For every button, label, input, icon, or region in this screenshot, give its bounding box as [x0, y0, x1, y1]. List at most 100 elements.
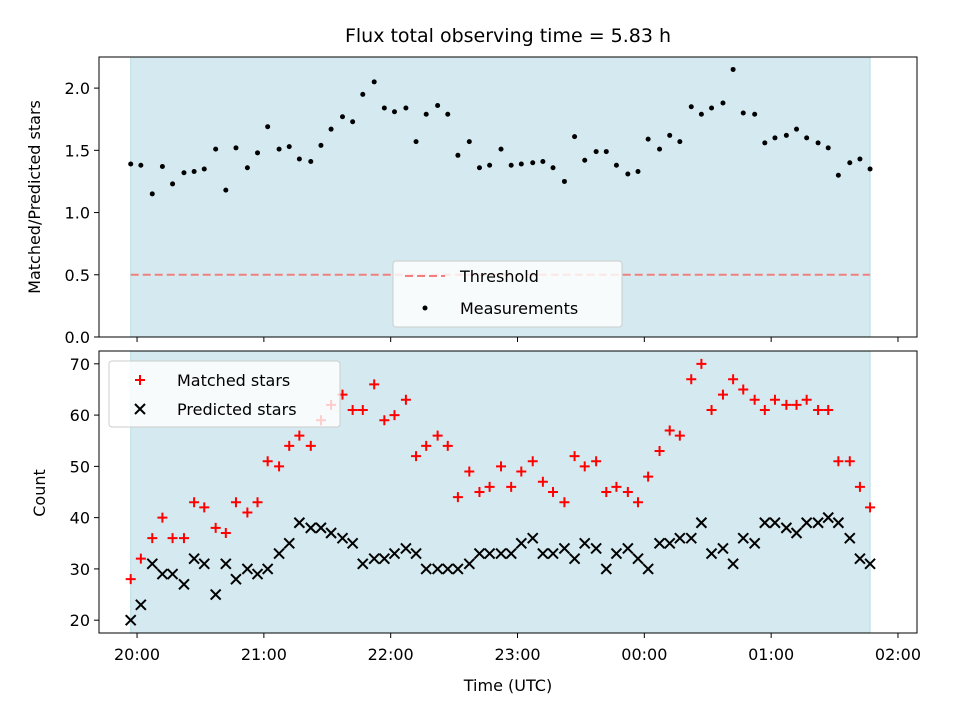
matched-point	[210, 522, 221, 533]
predicted-point	[622, 542, 634, 555]
matched-point	[474, 487, 485, 497]
predicted-point	[547, 547, 559, 560]
measurement-point	[593, 149, 599, 155]
measurement-point	[391, 109, 397, 115]
matched-point	[432, 430, 443, 441]
measurement-point	[561, 178, 567, 184]
matched-point	[252, 497, 263, 508]
legend-predicted-swatch	[134, 403, 146, 415]
matched-point	[178, 533, 189, 544]
predicted-point	[727, 558, 739, 570]
count-panel-y-axis-label: Count	[30, 469, 49, 517]
legend-matched-swatch	[135, 375, 145, 385]
matched-point	[284, 440, 295, 451]
measurement-point	[857, 156, 863, 162]
measurement-point	[835, 172, 841, 178]
measurement-point	[350, 119, 356, 125]
measurement-point	[772, 135, 778, 141]
predicted-point	[832, 517, 845, 529]
predicted-point	[209, 588, 222, 601]
matched-point	[643, 471, 654, 482]
predicted-point	[769, 517, 781, 529]
measurement-point	[667, 132, 673, 138]
measurement-point	[645, 136, 651, 142]
measurement-point	[423, 111, 429, 117]
matched-point	[632, 497, 643, 508]
matched-point	[411, 451, 422, 462]
measurement-point	[233, 145, 239, 151]
matched-point	[579, 461, 590, 472]
legend-box	[392, 260, 623, 328]
measurement-point	[466, 139, 472, 145]
measurement-point	[223, 187, 229, 193]
predicted-point	[410, 547, 422, 560]
x-tick-label: 00:00	[621, 645, 667, 664]
legend-box	[108, 360, 341, 428]
matched-point	[569, 451, 580, 462]
x-tick-label: 02:00	[875, 645, 921, 664]
predicted-point	[251, 568, 264, 580]
predicted-point	[124, 614, 137, 626]
matched-point	[813, 404, 824, 415]
matched-point	[664, 425, 675, 436]
predicted-point	[527, 532, 539, 544]
measurement-point	[613, 162, 619, 168]
y-tick-label: 1.0	[65, 204, 90, 223]
predicted-point	[822, 511, 834, 524]
predicted-point	[178, 578, 190, 590]
measurement-point	[201, 166, 207, 172]
measurement-point	[360, 91, 366, 97]
matched-point	[379, 415, 390, 426]
measurement-point	[455, 152, 461, 158]
legend-label: Measurements	[460, 299, 578, 318]
measurement-point	[403, 105, 409, 111]
measurement-point	[518, 161, 524, 167]
measurement-point	[318, 142, 324, 148]
legend-label: Threshold	[459, 267, 539, 286]
predicted-point	[156, 568, 169, 580]
matched-point	[728, 374, 739, 385]
predicted-point	[315, 522, 327, 534]
measurement-point	[657, 146, 663, 152]
measurement-point	[730, 66, 736, 72]
measurement-point	[128, 161, 134, 167]
measurement-point	[677, 139, 683, 145]
predicted-point	[705, 547, 718, 560]
measurement-point	[783, 132, 789, 138]
matched-point	[696, 358, 707, 369]
measurement-point	[603, 149, 609, 155]
matched-point	[781, 399, 792, 410]
matched-point	[622, 487, 633, 497]
ratio-panel-y-axis-label: Matched/Predicted stars	[25, 100, 44, 294]
measurement-point	[339, 114, 345, 120]
measurement-point	[381, 105, 387, 111]
predicted-point	[632, 552, 644, 565]
x-tick-label: 21:00	[241, 645, 287, 664]
measurement-point	[740, 110, 746, 116]
matched-point	[305, 440, 316, 451]
matched-point	[749, 394, 760, 405]
x-tick-label: 20:00	[114, 645, 160, 664]
y-tick-label: 1.5	[65, 141, 90, 160]
predicted-point	[579, 537, 591, 549]
predicted-point	[378, 552, 391, 565]
predicted-point	[220, 558, 232, 570]
matched-point	[844, 456, 855, 467]
measurement-point	[794, 126, 800, 132]
matched-point	[791, 399, 802, 410]
matched-point	[135, 553, 146, 564]
measurement-point	[625, 171, 631, 177]
measurement-point	[413, 139, 419, 145]
matched-point	[421, 440, 432, 451]
matched-point	[242, 507, 253, 518]
predicted-point	[800, 517, 813, 529]
measurement-point	[181, 170, 187, 176]
matched-point	[199, 502, 210, 513]
predicted-point	[188, 552, 200, 565]
measurement-point	[149, 191, 155, 197]
matched-point	[738, 384, 749, 395]
predicted-point	[610, 547, 623, 560]
y-tick-label: 20	[70, 611, 90, 630]
predicted-point	[293, 517, 306, 529]
matched-point	[601, 487, 612, 497]
